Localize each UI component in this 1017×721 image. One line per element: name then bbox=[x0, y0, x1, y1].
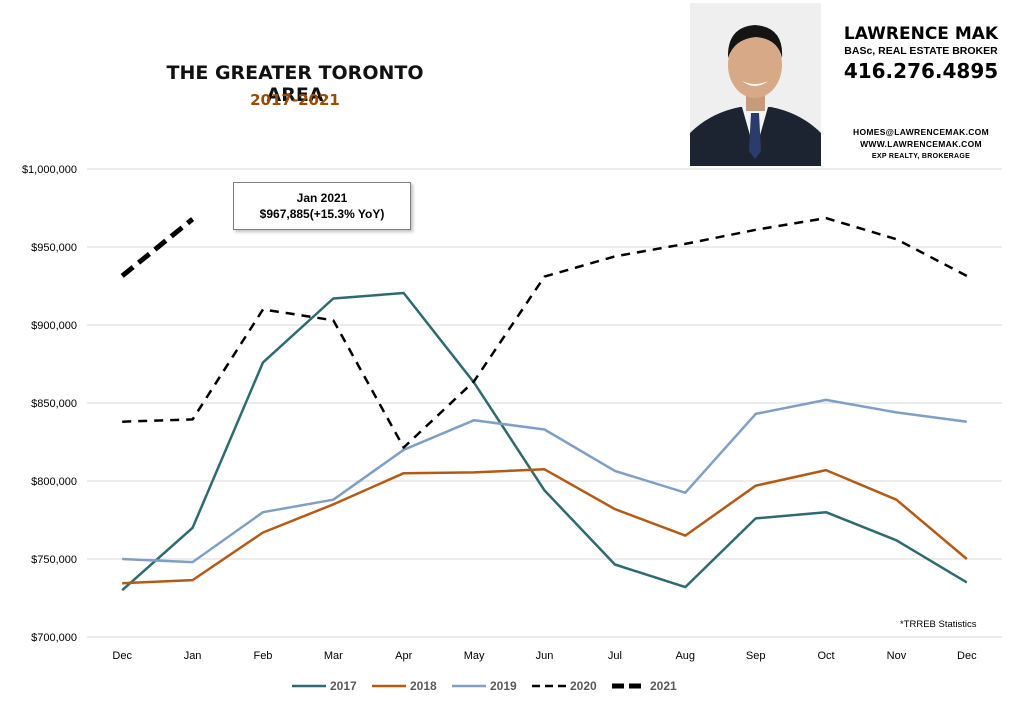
gridlines bbox=[87, 168, 1002, 638]
x-tick-label: Jan bbox=[184, 650, 202, 662]
legend-label-2020: 2020 bbox=[570, 679, 597, 693]
y-tick-label: $750,000 bbox=[31, 554, 77, 566]
x-tick-label: Feb bbox=[253, 650, 272, 662]
x-tick-label: Apr bbox=[395, 650, 412, 662]
x-tick-label: Nov bbox=[887, 650, 907, 662]
x-tick-label: Dec bbox=[957, 650, 977, 662]
brokerage-name: EXP REALTY, BROKERAGE bbox=[871, 153, 971, 160]
y-tick-label: $850,000 bbox=[31, 398, 77, 410]
y-tick-label: $1,000,000 bbox=[22, 164, 77, 176]
series-lines bbox=[120, 216, 968, 592]
series-line-2020 bbox=[122, 216, 968, 449]
broker-email[interactable]: HOMES@LAWRENCEMAK.COM bbox=[853, 127, 989, 137]
y-tick-label: $700,000 bbox=[31, 632, 77, 644]
y-tick-label: $900,000 bbox=[31, 320, 77, 332]
x-tick-label: Aug bbox=[675, 650, 695, 662]
y-tick-label: $950,000 bbox=[31, 242, 77, 254]
x-tick-label: Sep bbox=[746, 650, 766, 662]
jan-2021-callout: Jan 2021 $967,885(+15.3% YoY) bbox=[233, 182, 411, 230]
legend-label-2018: 2018 bbox=[410, 679, 437, 693]
series-line-2019 bbox=[122, 398, 967, 564]
series-line-2018 bbox=[122, 468, 968, 585]
x-tick-label: May bbox=[464, 650, 485, 662]
callout-date: Jan 2021 bbox=[296, 191, 348, 205]
x-tick-label: Mar bbox=[324, 650, 343, 662]
legend-label-2019: 2019 bbox=[490, 679, 517, 693]
broker-name: LAWRENCE MAK bbox=[843, 24, 999, 44]
legend: 2017 2018 2019 2020 2021 bbox=[292, 679, 677, 693]
y-axis-ticks: $700,000 $750,000 $800,000 $850,000 $900,000… bbox=[22, 164, 77, 644]
series-line-2021 bbox=[120, 217, 195, 278]
x-tick-label: Jul bbox=[608, 650, 622, 662]
series-line-2017 bbox=[121, 291, 968, 592]
legend-label-2017: 2017 bbox=[330, 679, 357, 693]
broker-portrait bbox=[690, 3, 821, 166]
chart-subtitle: 2017-2021 bbox=[250, 91, 340, 109]
y-tick-label: $800,000 bbox=[31, 476, 77, 488]
x-tick-label: Oct bbox=[817, 650, 834, 662]
source-note: *TRREB Statistics bbox=[900, 619, 977, 630]
x-tick-label: Dec bbox=[112, 650, 132, 662]
broker-website[interactable]: WWW.LAWRENCEMAK.COM bbox=[860, 139, 982, 149]
x-axis-ticks: Dec Jan Feb Mar Apr May Jun Jul Aug Sep Oct Nov Dec bbox=[112, 650, 977, 662]
chart-title: THE GREATER TORONTO AREA bbox=[166, 62, 424, 106]
broker-title: BASc, REAL ESTATE BROKER bbox=[844, 45, 998, 57]
x-tick-label: Jun bbox=[536, 650, 554, 662]
broker-phone[interactable]: 416.276.4895 bbox=[843, 59, 999, 83]
callout-value: $967,885(+15.3% YoY) bbox=[259, 207, 385, 221]
legend-label-2021: 2021 bbox=[650, 679, 677, 693]
